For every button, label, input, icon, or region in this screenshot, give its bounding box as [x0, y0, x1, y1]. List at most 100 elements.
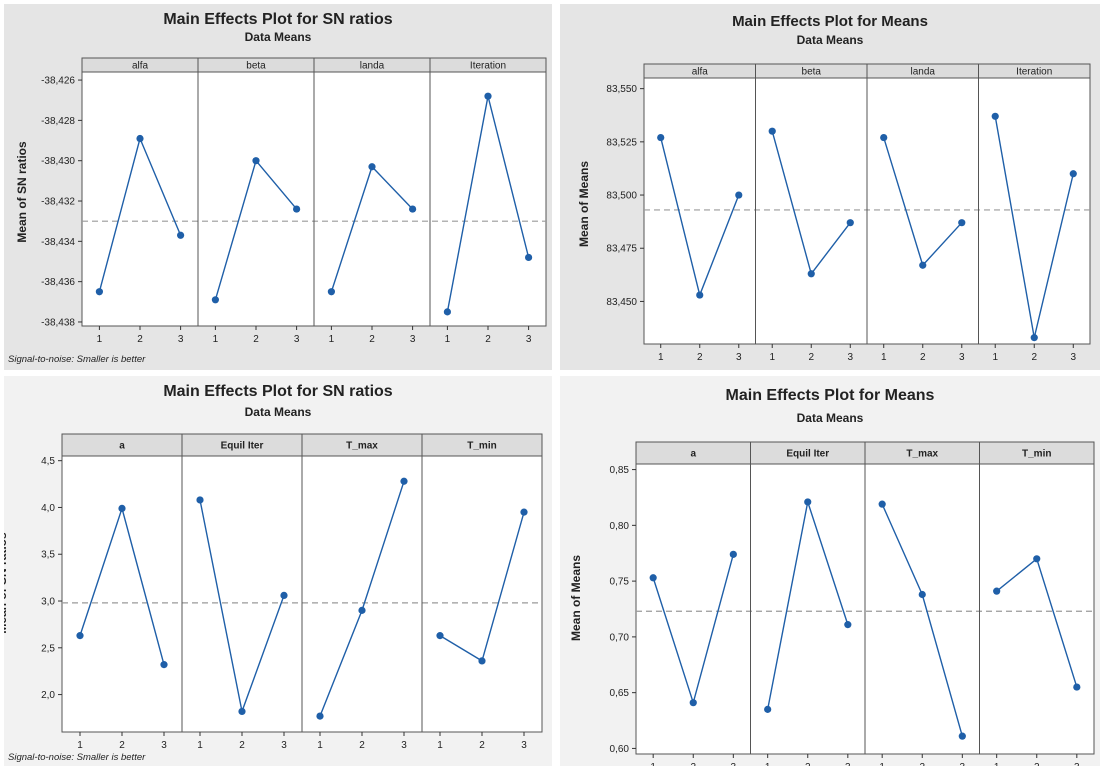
x-tick-label: 3 [281, 740, 287, 751]
x-tick-label: 2 [119, 740, 125, 751]
facet-label-iteration: Iteration [470, 61, 506, 72]
x-tick-label: 1 [658, 352, 664, 363]
y-tick-label: 3,0 [41, 597, 55, 608]
data-point-alfa [136, 134, 144, 143]
x-tick-label: 1 [445, 334, 451, 345]
y-tick-label: 2,0 [41, 690, 55, 701]
x-tick-label: 2 [1034, 762, 1040, 766]
chart-footnote: Signal-to-noise: Smaller is better [8, 354, 146, 365]
data-point-iteration [1069, 170, 1077, 178]
x-tick-label: 3 [847, 352, 853, 363]
data-point-alfa [95, 288, 103, 296]
y-tick-label: 0,80 [610, 521, 630, 532]
x-tick-label: 2 [920, 352, 926, 363]
x-tick-label: 3 [161, 740, 167, 751]
x-tick-label: 1 [197, 740, 203, 751]
data-point-beta [252, 157, 260, 165]
x-tick-label: 3 [1074, 762, 1080, 766]
x-tick-label: 2 [239, 740, 245, 751]
data-point-t-max [958, 732, 966, 740]
data-point-equil-iter [764, 705, 772, 713]
facet-label-beta: beta [802, 67, 822, 78]
chart-footnote: Signal-to-noise: Smaller is better [8, 752, 146, 763]
x-tick-label: 1 [879, 762, 885, 766]
y-tick-label: 0,75 [610, 577, 630, 588]
data-point-t-max [918, 590, 926, 599]
x-tick-label: 2 [919, 762, 925, 766]
x-tick-label: 2 [690, 762, 696, 766]
data-point-t-max [316, 712, 324, 720]
y-tick-label: 83,450 [606, 297, 637, 308]
chart-svg: Main Effects Plot for Means Data Means 0,6… [569, 387, 1095, 771]
data-point-t-min [520, 508, 528, 516]
chart-svg: Main Effects Plot for SN ratios Data Mean… [0, 383, 543, 763]
y-tick-label: 83,475 [606, 244, 637, 255]
x-tick-label: 1 [992, 352, 998, 363]
data-point-landa [327, 288, 335, 296]
y-tick-label: 0,65 [610, 688, 630, 699]
data-point-alfa [177, 231, 185, 239]
x-tick-label: 3 [731, 762, 737, 766]
data-point-a [729, 550, 737, 558]
x-tick-label: 2 [359, 740, 365, 751]
facet-label-equil-iter: Equil Iter [221, 441, 264, 452]
data-point-t-min [993, 587, 1001, 595]
facet-label-iteration: Iteration [1016, 67, 1052, 78]
x-tick-label: 2 [369, 334, 375, 345]
data-point-a [118, 504, 126, 512]
chart-svg: Main Effects Plot for SN ratios Data Mean… [8, 11, 547, 365]
facet-label-t-min: T_min [1022, 449, 1051, 460]
x-tick-label: 2 [253, 334, 259, 345]
data-point-beta [768, 127, 776, 135]
data-point-t-min [478, 657, 486, 665]
x-tick-label: 3 [959, 352, 965, 363]
chart-subtitle: Data Means [245, 405, 312, 419]
x-tick-label: 3 [410, 334, 416, 345]
x-tick-label: 1 [317, 740, 323, 751]
chart-subtitle: Data Means [797, 33, 864, 47]
y-tick-label: 83,550 [606, 84, 637, 95]
x-tick-label: 3 [960, 762, 966, 766]
data-point-iteration [525, 253, 533, 262]
x-tick-label: 3 [294, 334, 300, 345]
x-tick-label: 1 [329, 334, 335, 345]
data-point-iteration [443, 308, 451, 316]
y-tick-label: 0,85 [610, 465, 630, 476]
x-tick-label: 2 [805, 762, 811, 766]
y-tick-label: -38,436 [41, 277, 75, 288]
data-point-beta [293, 205, 301, 213]
data-point-alfa [657, 133, 665, 142]
chart-title: Main Effects Plot for Means [726, 387, 935, 404]
data-point-equil-iter [804, 498, 812, 506]
data-point-alfa [696, 291, 704, 299]
data-point-t-max [358, 606, 366, 614]
facet-label-a: a [690, 449, 696, 460]
y-tick-label: -38,428 [41, 116, 75, 127]
data-point-beta [846, 219, 854, 227]
x-tick-label: 3 [736, 352, 742, 363]
data-point-t-max [400, 477, 408, 485]
data-point-a [160, 661, 168, 669]
data-point-landa [409, 205, 417, 213]
y-tick-label: 3,5 [41, 550, 55, 561]
facet-label-a: a [119, 441, 125, 452]
y-tick-label: 0,60 [610, 744, 630, 755]
x-tick-label: 2 [1031, 352, 1037, 363]
chart-subtitle: Data Means [797, 411, 864, 425]
y-axis-label: Mean of Means [577, 161, 591, 247]
chart-title: Main Effects Plot for SN ratios [163, 383, 392, 400]
data-point-a [76, 632, 84, 640]
facet-label-t-min: T_min [467, 441, 496, 452]
data-point-t-max [878, 500, 886, 508]
y-tick-label: -38,432 [41, 197, 75, 208]
chart-subtitle: Data Means [245, 30, 312, 44]
chart-title: Main Effects Plot for SN ratios [163, 11, 392, 28]
x-tick-label: 1 [881, 352, 887, 363]
data-point-t-min [436, 632, 444, 640]
x-tick-label: 3 [526, 334, 532, 345]
data-point-landa [958, 219, 966, 227]
data-point-landa [368, 163, 376, 171]
x-tick-label: 1 [769, 352, 775, 363]
x-tick-label: 1 [213, 334, 219, 345]
chart-panel-means-top: Main Effects Plot for Means Data Means 83,… [560, 4, 1100, 370]
